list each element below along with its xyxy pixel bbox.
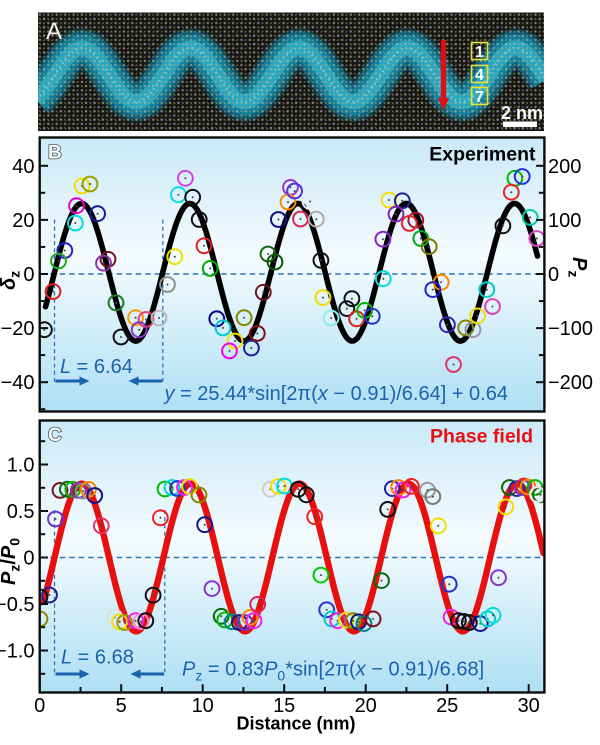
svg-text:Phase field: Phase field	[430, 426, 533, 448]
svg-text:Pz/P0: Pz/P0	[0, 538, 23, 585]
svg-text:−0.5: −0.5	[0, 594, 35, 616]
svg-text:Pz = 0.83P0*sin[2π(x − 0.91)/6: Pz = 0.83P0*sin[2π(x − 0.91)/6.68]	[182, 659, 484, 684]
svg-text:7: 7	[475, 89, 484, 106]
svg-text:Experiment: Experiment	[429, 144, 536, 166]
svg-text:10: 10	[192, 695, 214, 717]
svg-text:δz: δz	[0, 271, 23, 290]
svg-text:B: B	[48, 143, 62, 164]
svg-text:30: 30	[518, 695, 540, 717]
svg-text:5: 5	[116, 695, 127, 717]
svg-text:40: 40	[12, 156, 34, 178]
svg-text:200: 200	[548, 156, 581, 178]
svg-text:y = 25.44*sin[2π(x − 0.91)/6.6: y = 25.44*sin[2π(x − 0.91)/6.64] + 0.64	[163, 383, 508, 405]
svg-text:−40: −40	[1, 372, 35, 394]
svg-text:Pz: Pz	[566, 257, 591, 277]
svg-text:0: 0	[23, 264, 34, 286]
svg-text:0: 0	[23, 548, 34, 570]
svg-text:15: 15	[273, 695, 295, 717]
svg-text:Distance (nm): Distance (nm)	[236, 714, 355, 734]
svg-text:20: 20	[355, 695, 377, 717]
svg-text:25: 25	[436, 695, 458, 717]
svg-text:0: 0	[548, 264, 559, 286]
svg-text:100: 100	[548, 210, 581, 232]
svg-text:L = 6.64: L = 6.64	[60, 356, 133, 378]
svg-text:2 nm: 2 nm	[501, 103, 543, 123]
svg-text:20: 20	[12, 210, 34, 232]
svg-text:A: A	[46, 18, 62, 45]
svg-text:C: C	[48, 425, 62, 446]
svg-text:0: 0	[34, 695, 45, 717]
svg-text:1: 1	[475, 44, 484, 61]
svg-text:−200: −200	[548, 372, 593, 394]
svg-text:L = 6.68: L = 6.68	[61, 647, 134, 669]
svg-text:4: 4	[475, 67, 484, 84]
svg-text:0.5: 0.5	[7, 501, 35, 523]
svg-text:−100: −100	[548, 318, 593, 340]
svg-text:1.0: 1.0	[7, 455, 35, 477]
svg-text:−1.0: −1.0	[0, 641, 35, 663]
svg-text:−20: −20	[1, 318, 35, 340]
